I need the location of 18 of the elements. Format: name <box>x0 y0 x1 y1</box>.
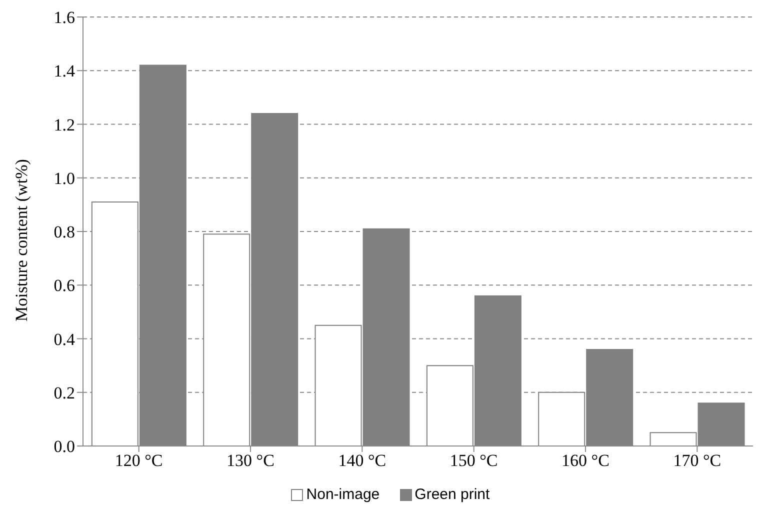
y-tick-label: 0.4 <box>54 330 76 349</box>
x-tick-label: 170 °C <box>673 451 722 470</box>
y-tick-label: 1.6 <box>54 8 75 28</box>
y-tick-label: 1.2 <box>54 115 75 134</box>
legend-label: Non-image <box>306 486 380 503</box>
y-axis-title: Moisture content (wt%) <box>12 159 32 322</box>
y-tick-label: 0.0 <box>54 437 75 456</box>
x-tick-label: 120 °C <box>114 451 163 470</box>
y-tick-label: 1.0 <box>54 168 75 188</box>
x-tick-label: 140 °C <box>338 451 386 470</box>
y-tick-label: 0.6 <box>54 276 75 296</box>
x-tick-label: 130 °C <box>226 451 274 470</box>
x-tick-label: 160 °C <box>562 451 610 470</box>
legend-label: Green print <box>414 486 490 503</box>
y-tick-label: 1.4 <box>54 62 76 81</box>
x-tick-label: 150 °C <box>450 451 498 470</box>
y-tick-label: 0.8 <box>54 222 75 242</box>
y-tick-label: 0.2 <box>54 383 75 402</box>
